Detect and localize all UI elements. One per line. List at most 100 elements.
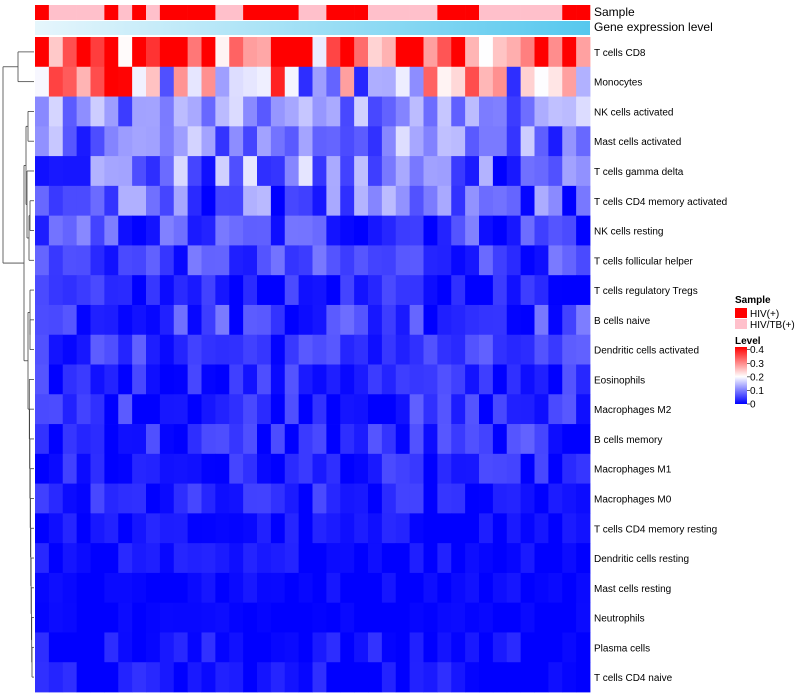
heatmap-cell — [354, 453, 369, 484]
heatmap-cell — [201, 453, 216, 484]
heatmap-cell — [451, 364, 466, 395]
heatmap-cell — [492, 602, 508, 633]
heatmap-cell — [506, 364, 522, 395]
heatmap-cell — [381, 275, 397, 306]
row-label: Macrophages M1 — [594, 465, 672, 476]
heatmap-cell — [409, 424, 424, 455]
heatmap-cell — [257, 66, 272, 97]
heatmap-cell — [354, 513, 369, 544]
heatmap-cell — [423, 602, 438, 633]
heatmap-cell — [298, 215, 313, 246]
heatmap-cell — [146, 126, 161, 157]
heatmap-cell — [48, 632, 64, 663]
heatmap-cell — [534, 304, 549, 336]
heatmap-cell — [104, 572, 119, 604]
heatmap-cell — [409, 275, 424, 306]
heatmap-cell — [35, 632, 50, 663]
heatmap-cell — [104, 662, 119, 693]
heatmap-cell — [229, 394, 244, 425]
heatmap-cell — [284, 37, 300, 68]
heatmap-cell — [243, 662, 258, 693]
heatmap-cell — [409, 513, 424, 544]
heatmap-cell — [270, 245, 286, 276]
heatmap-cell — [229, 483, 244, 514]
heatmap-cell — [451, 483, 466, 514]
heatmap-cell — [520, 572, 535, 604]
heatmap-cell — [312, 245, 327, 276]
heatmap-cell — [506, 632, 522, 663]
heatmap-cell — [132, 126, 147, 157]
heatmap-cell — [534, 632, 549, 663]
heatmap-cell — [562, 66, 577, 97]
heatmap-cell — [173, 334, 189, 365]
heatmap-cell — [118, 304, 133, 336]
heatmap-cell — [506, 424, 522, 455]
heatmap-cell — [548, 394, 563, 425]
heatmap-cell — [479, 632, 494, 663]
heatmap-cell — [298, 304, 313, 336]
heatmap-cell — [451, 453, 466, 484]
heatmap-cell — [548, 543, 563, 574]
heatmap-cell — [520, 37, 535, 68]
heatmap-cell — [520, 96, 535, 127]
heatmap-cell — [562, 126, 577, 157]
heatmap-cell — [506, 96, 522, 127]
heatmap-cell — [326, 364, 341, 395]
heatmap-cell — [90, 364, 105, 395]
heatmap-cell — [118, 126, 133, 157]
heatmap-cell — [492, 96, 508, 127]
heatmap-cell — [173, 96, 189, 127]
heatmap-cell — [48, 602, 64, 633]
heatmap-cell — [520, 662, 535, 693]
heatmap-cell — [492, 513, 508, 544]
heatmap-cell — [243, 394, 258, 425]
heatmap-cell — [423, 424, 438, 455]
heatmap-cell — [270, 424, 286, 455]
sample-annotation-cell — [104, 5, 119, 20]
heatmap-cell — [284, 453, 300, 484]
heatmap-cell — [229, 304, 244, 336]
heatmap-cell — [90, 245, 105, 276]
heatmap-cell — [576, 304, 591, 336]
annotation-label-expression: Gene expression level — [594, 20, 713, 34]
row-label: Plasma cells — [594, 643, 650, 654]
heatmap-cell — [548, 483, 563, 514]
heatmap-cell — [48, 543, 64, 574]
heatmap-cell — [132, 602, 147, 633]
heatmap-cell — [201, 483, 216, 514]
heatmap-cell — [354, 304, 369, 336]
heatmap-cell — [104, 215, 119, 246]
heatmap-cell — [395, 66, 411, 97]
heatmap-cell — [62, 126, 78, 157]
heatmap-cell — [312, 453, 327, 484]
heatmap-cell — [409, 662, 424, 693]
heatmap-cell — [146, 424, 161, 455]
heatmap-cell — [340, 185, 355, 217]
heatmap-cell — [229, 334, 244, 365]
heatmap-cell — [257, 632, 272, 663]
heatmap-cell — [312, 215, 327, 246]
heatmap-cell — [132, 662, 147, 693]
heatmap-cell — [284, 424, 300, 455]
heatmap-cell — [284, 632, 300, 663]
heatmap-cell — [90, 304, 105, 336]
heatmap-cell — [76, 215, 91, 246]
heatmap-cell — [76, 185, 91, 217]
heatmap-cell — [270, 602, 286, 633]
heatmap-cell — [354, 572, 369, 604]
heatmap-cell — [284, 156, 300, 187]
heatmap-cell — [243, 275, 258, 306]
heatmap-cell — [409, 394, 424, 425]
heatmap-cell — [492, 304, 508, 336]
heatmap-cell — [201, 215, 216, 246]
heatmap-cell — [451, 632, 466, 663]
heatmap-cell — [354, 126, 369, 157]
heatmap-cell — [340, 275, 355, 306]
heatmap-cell — [479, 66, 494, 97]
heatmap-cell — [465, 126, 480, 157]
heatmap-cell — [520, 66, 535, 97]
heatmap-cell — [35, 453, 50, 484]
heatmap-cell — [423, 394, 438, 425]
heatmap-cell — [298, 96, 313, 127]
heatmap-cell — [35, 245, 50, 276]
